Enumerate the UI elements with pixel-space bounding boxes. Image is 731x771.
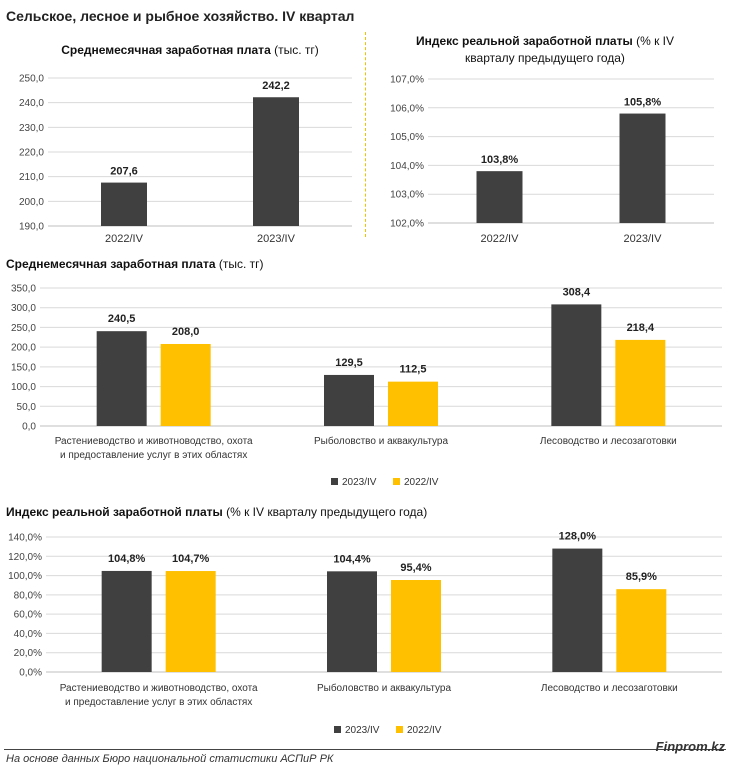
chart4-title-bold: Индекс реальной заработной платы [6,505,223,519]
chart3-category-label: и предоставление услуг в этих областях [60,449,247,461]
chart2-ytick-label: 102,0% [390,219,424,230]
chart2-ytick-label: 106,0% [390,103,424,114]
chart3-bar [615,339,666,426]
chart3-ytick-label: 0,0 [22,422,36,433]
chart3-ytick-label: 50,0 [17,402,37,413]
chart3-ytick-label: 200,0 [11,343,36,354]
chart4-ytick-label: 20,0% [14,648,42,659]
chart3-ytick-label: 350,0 [11,284,36,295]
chart4-ytick-label: 140,0% [8,533,42,544]
chart4-category-label: Лесоводство и лесозаготовки [541,683,678,694]
chart3-category-label: Рыболовство и аквакультура [314,435,448,447]
chart3-bar [388,381,438,426]
chart2-ytick-label: 104,0% [390,161,424,172]
chart4-bar [165,571,216,672]
chart1-ytick-label: 210,0 [19,172,44,183]
chart4-legend-label: 2022/IV [407,725,442,736]
chart4-category-label: и предоставление услуг в этих областях [65,696,252,708]
chart4-bar [616,589,667,672]
chart1-ytick-label: 230,0 [19,123,44,134]
chart3-bar [96,331,147,426]
chart4-data-label: 104,4% [333,553,371,565]
chart4-ytick-label: 120,0% [8,552,42,563]
chart4-ytick-label: 80,0% [14,590,42,601]
chart1-title: Среднемесячная заработная плата (тыс. тг… [20,42,360,59]
chart2-title-rest: (% к IV кварталу предыдущего года) [465,34,674,65]
chart2-bar [476,171,523,223]
chart3-category-label: Растениеводство и животноводство, охота [55,436,253,447]
chart2-category-label: 2023/IV [624,233,663,245]
chart2-ytick-label: 103,0% [390,190,424,201]
chart3-ytick-label: 150,0 [11,362,36,373]
chart4-bar [101,570,152,672]
chart1-data-label: 207,6 [110,166,138,178]
chart4-data-label: 104,7% [172,553,210,565]
chart3-bar [324,374,374,426]
chart2-ytick-label: 105,0% [390,132,424,143]
chart3-data-label: 218,4 [627,322,655,334]
chart1-ytick-label: 190,0 [19,222,44,233]
chart4-bar [552,548,603,672]
chart4-ytick-label: 100,0% [8,571,42,582]
chart3-data-label: 208,0 [172,326,200,338]
chart-divider [365,32,366,237]
chart3-title-rest: (тыс. тг) [215,257,264,271]
chart2-data-label: 103,8% [481,154,519,166]
chart3-data-label: 129,5 [335,357,363,369]
chart3-data-label: 308,4 [563,286,591,298]
chart3-ytick-label: 100,0 [11,382,36,393]
chart4-ytick-label: 40,0% [14,629,42,640]
chart1-bar [101,182,147,226]
chart2-data-label: 105,8% [624,97,662,109]
chart3-category-label: Лесоводство и лесозаготовки [540,436,677,447]
chart1-title-bold: Среднемесячная заработная плата [61,43,271,57]
chart4-bar [327,571,377,672]
chart1-ytick-label: 240,0 [19,98,44,109]
chart3-legend-label: 2023/IV [342,477,377,488]
chart4-legend-swatch [396,726,403,733]
footer-rule [4,749,726,750]
chart1-bar [253,97,299,227]
chart1-category-label: 2022/IV [105,233,144,245]
chart3-data-label: 240,5 [108,313,136,325]
chart4-bar [391,580,441,672]
chart4-title: Индекс реальной заработной платы (% к IV… [6,504,427,521]
chart2-ytick-label: 107,0% [390,75,424,86]
chart3-title: Среднемесячная заработная плата (тыс. тг… [6,256,264,273]
chart1-ytick-label: 220,0 [19,148,44,159]
chart1-data-label: 242,2 [262,80,290,92]
brand-logo: Finprom.kz [655,739,725,754]
chart4-legend-swatch [334,726,341,733]
chart3-ytick-label: 250,0 [11,323,36,334]
chart3-legend-swatch [393,478,400,485]
chart2-title-bold: Индекс реальной заработной платы [415,34,633,48]
chart4-data-label: 128,0% [559,531,597,543]
chart1-ytick-label: 200,0 [19,197,44,208]
chart4-data-label: 85,9% [626,571,657,583]
chart3-legend-swatch [331,478,338,485]
chart4-legend-label: 2023/IV [345,725,380,736]
chart4-ytick-label: 60,0% [14,610,42,621]
chart2-bar [619,113,666,223]
chart3-bar [160,343,211,426]
chart1-title-rest: (тыс. тг) [270,43,319,57]
chart4-data-label: 104,8% [108,553,146,565]
chart1-ytick-label: 250,0 [19,74,44,85]
chart3-title-bold: Среднемесячная заработная плата [6,257,216,271]
chart1-category-label: 2023/IV [257,233,296,245]
chart4-ytick-label: 0,0% [19,668,42,679]
chart3-ytick-label: 300,0 [11,303,36,314]
chart4-category-label: Растениеводство и животноводство, охота [60,683,258,694]
chart2-category-label: 2022/IV [481,233,520,245]
chart4-data-label: 95,4% [400,562,431,574]
source-note: На основе данных Бюро национальной стати… [6,753,334,765]
chart4-title-rest: (% к IV кварталу предыдущего года) [222,505,428,519]
chart3-data-label: 112,5 [400,364,427,376]
chart4-category-label: Рыболовство и аквакультура [317,682,451,694]
chart3-bar [551,304,602,426]
chart3-legend-label: 2022/IV [404,477,439,488]
page-title: Сельское, лесное и рыбное хозяйство. IV … [6,8,355,24]
chart2-title: Индекс реальной заработной платы (% к IV… [395,33,695,67]
